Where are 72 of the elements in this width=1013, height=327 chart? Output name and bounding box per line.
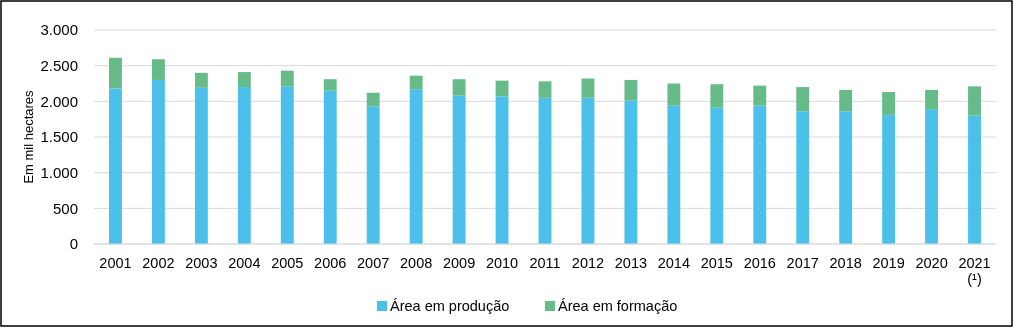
x-tick-label: 2008 (400, 255, 433, 271)
legend-label: Área em produção (390, 298, 510, 315)
y-tick-label: 1.000 (40, 163, 78, 181)
bar (753, 105, 767, 244)
y-axis-title: Em mil hectares (21, 89, 36, 184)
bar (538, 97, 552, 244)
x-tick-label: 2013 (614, 255, 648, 271)
bar (151, 79, 165, 244)
x-tick-label: 2001 (99, 255, 132, 271)
bar (624, 79, 638, 101)
bar (280, 70, 294, 87)
y-tick-label: 2.500 (40, 56, 78, 74)
bar (409, 89, 423, 244)
bar (409, 75, 423, 90)
x-tick-label: 2003 (185, 255, 218, 271)
bar (538, 81, 552, 98)
x-tick-label: 2010 (485, 255, 519, 271)
x-tick-label: 2014 (657, 255, 690, 271)
bar (796, 111, 810, 244)
bar (796, 87, 810, 112)
x-tick-label: 2002 (142, 255, 175, 271)
legend-label: Área em formação (558, 298, 678, 315)
bar (710, 84, 724, 108)
y-tick-label: 500 (52, 199, 78, 217)
x-tick-label: 2012 (571, 255, 605, 271)
bar (667, 83, 681, 106)
bar (753, 85, 767, 106)
bar (109, 88, 122, 244)
bar (194, 72, 208, 88)
x-tick-label: 2018 (829, 255, 862, 271)
y-tick-label: 3.000 (40, 21, 78, 39)
x-tick-label: 2017 (786, 255, 819, 271)
bar (839, 89, 853, 112)
bar (109, 57, 122, 89)
x-tick-label: 2009 (442, 255, 476, 271)
bar (925, 109, 939, 244)
bar (624, 100, 638, 244)
bar (237, 87, 251, 244)
x-tick-label: 2021 (¹) (958, 255, 991, 287)
bar (280, 86, 294, 244)
x-tick-label: 2006 (314, 255, 347, 271)
bar (151, 59, 165, 80)
x-tick-label: 2011 (529, 255, 561, 271)
bar (323, 90, 337, 244)
x-tick-label: 2019 (872, 255, 905, 271)
x-tick-label: 2007 (357, 255, 390, 271)
bar (194, 87, 208, 244)
bar (968, 86, 981, 116)
bar (667, 105, 681, 244)
x-tick-label: 2016 (743, 255, 776, 271)
y-tick-label: 1.500 (40, 128, 78, 146)
bar (882, 92, 896, 115)
bar (710, 107, 724, 244)
x-tick-label: 2004 (228, 255, 261, 271)
x-tick-label: 2005 (271, 255, 304, 271)
bar (452, 79, 466, 96)
bar (323, 79, 337, 91)
y-tick-label: 2.000 (40, 92, 78, 110)
bar (495, 96, 509, 244)
bar (581, 97, 595, 244)
y-tick-label: 0 (69, 235, 78, 253)
x-tick-label: 2020 (915, 255, 948, 271)
bar (452, 95, 466, 244)
bar (366, 106, 380, 244)
bar (925, 89, 939, 110)
bar (839, 111, 853, 244)
bar (237, 72, 251, 88)
bar (366, 92, 380, 107)
x-tick-label: 2015 (700, 255, 733, 271)
bar (882, 114, 896, 244)
bar (968, 115, 981, 244)
bar (581, 78, 595, 98)
